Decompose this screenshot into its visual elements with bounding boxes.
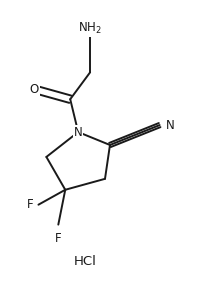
Text: O: O [30,83,39,96]
Text: F: F [55,232,62,245]
Text: F: F [27,198,33,211]
Text: HCl: HCl [74,255,97,268]
Text: N: N [74,125,83,139]
Text: NH$_2$: NH$_2$ [78,21,102,36]
Text: N: N [166,119,174,132]
